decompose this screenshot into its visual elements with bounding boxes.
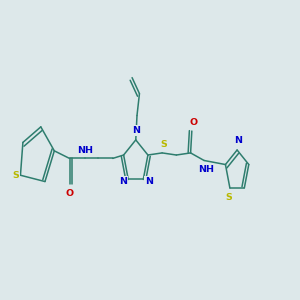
Text: S: S — [225, 193, 232, 202]
Text: N: N — [132, 126, 140, 135]
Text: N: N — [234, 136, 242, 145]
Text: S: S — [160, 140, 167, 149]
Text: NH: NH — [199, 165, 214, 174]
Text: S: S — [13, 171, 20, 180]
Text: N: N — [145, 177, 153, 186]
Text: O: O — [190, 118, 198, 127]
Text: O: O — [65, 189, 74, 198]
Text: N: N — [119, 177, 127, 186]
Text: NH: NH — [77, 146, 94, 155]
